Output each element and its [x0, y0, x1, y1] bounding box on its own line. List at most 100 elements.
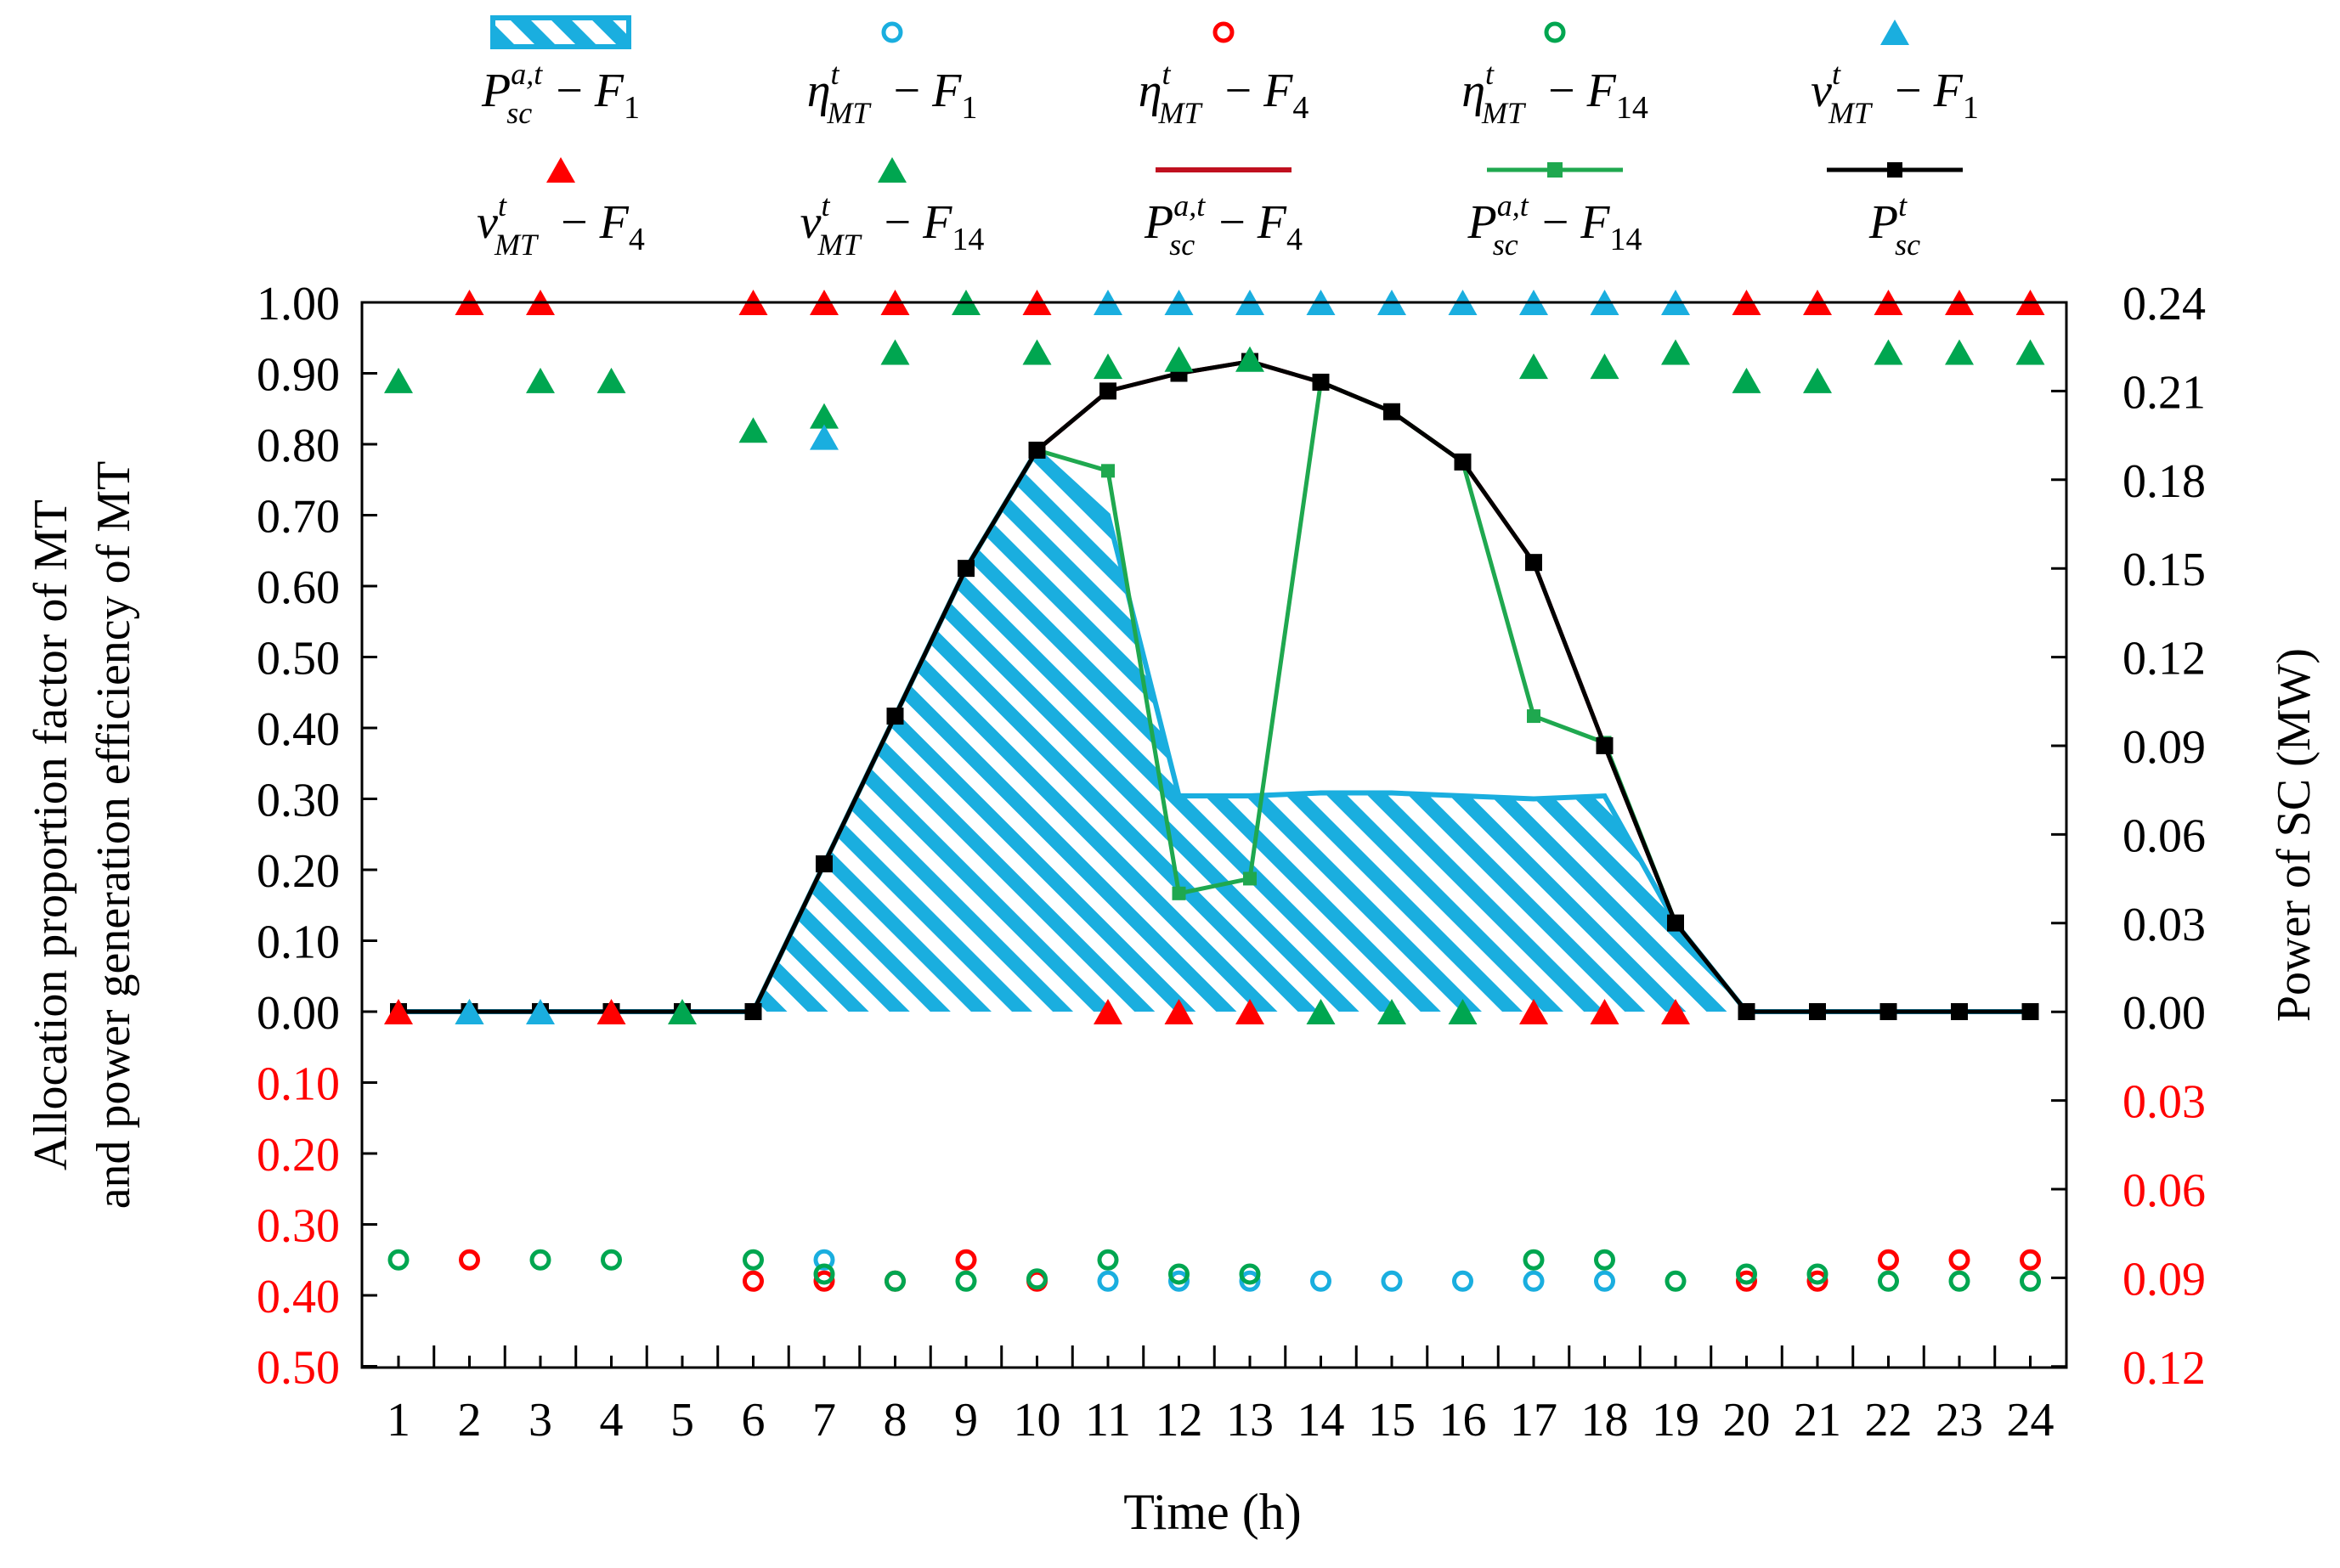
x-tick-label: 7 — [812, 1394, 836, 1447]
y-tick-label-right: 0.00 — [2122, 987, 2206, 1040]
marker-eta-f1 — [1594, 1270, 1615, 1292]
marker-eta-f14 — [529, 1249, 551, 1271]
marker-eta-f14 — [1736, 1263, 1757, 1285]
marker-v-f14 — [880, 339, 910, 365]
y-tick-label-left: 0.40 — [257, 703, 340, 756]
marker-v-f14 — [1590, 353, 1619, 380]
legend-label: ηt MT − F4 — [1139, 57, 1309, 130]
x-tick-label: 6 — [742, 1394, 766, 1447]
point-psc-f14 — [1172, 886, 1186, 900]
y-tick-label-left: 0.10 — [257, 1058, 340, 1111]
marker-v-f14 — [384, 367, 413, 393]
legend-label: vt MT − F14 — [800, 189, 985, 262]
point-psc-total — [1738, 1003, 1755, 1020]
legend-label: Pa,t sc − F14 — [1467, 189, 1642, 262]
marker-v-f14 — [1306, 999, 1336, 1024]
x-tick-label: 2 — [458, 1394, 482, 1447]
legend-item-psc_total: Pt sc — [1827, 162, 1963, 262]
marker-v-f4 — [1661, 999, 1690, 1024]
legend-item-v_f14: vt MT − F14 — [800, 157, 985, 262]
marker-v-f14 — [1874, 339, 1903, 365]
point-psc-f14 — [1527, 709, 1540, 724]
marker-v-f14 — [526, 367, 555, 393]
x-tick-label: 18 — [1581, 1394, 1629, 1447]
legend-item-eta_f4: ηt MT − F4 — [1139, 21, 1309, 130]
y-tick-label-right: 0.24 — [2122, 278, 2206, 330]
legend-swatch — [490, 15, 631, 49]
marker-v-f1 — [526, 999, 555, 1024]
point-psc-total — [1951, 1003, 1968, 1020]
marker-v-f14 — [2015, 339, 2045, 365]
marker-eta-f4 — [813, 1270, 835, 1292]
legend-label: ηt MT − F14 — [1461, 57, 1648, 130]
marker-v-f4 — [596, 999, 626, 1024]
legend-swatch — [546, 157, 575, 183]
y-tick-label-right: 0.09 — [2122, 721, 2206, 774]
marker-v-f14 — [1377, 999, 1406, 1024]
marker-v-f14 — [1022, 339, 1052, 365]
x-tick-label: 23 — [1936, 1394, 1983, 1447]
y-tick-label-left: 0.90 — [257, 349, 340, 402]
plot-area — [384, 290, 2045, 1292]
x-tick-label: 5 — [670, 1394, 694, 1447]
marker-eta-f4 — [1736, 1270, 1757, 1292]
x-axis-title: Time (h) — [1123, 1484, 1301, 1540]
marker-v-f4 — [384, 999, 413, 1024]
area-psc-f1 — [398, 449, 2031, 1012]
y-tick-label-right: 0.06 — [2122, 809, 2206, 862]
x-tick-label: 21 — [1794, 1394, 1841, 1447]
point-psc-total — [958, 560, 975, 578]
y-tick-label-right: 0.03 — [2122, 1076, 2206, 1129]
y-tick-label-right: 0.09 — [2122, 1253, 2206, 1306]
marker-eta-f1 — [813, 1249, 835, 1271]
point-psc-f14 — [1243, 871, 1257, 886]
point-psc-total — [816, 855, 833, 873]
point-psc-total — [2021, 1003, 2039, 1020]
legend: Pa,t sc − F1 ηt MT − F1 ηt MT − F4 ηt MT − F14 v… — [477, 15, 1979, 262]
point-psc-total — [1454, 453, 1472, 471]
marker-v-f4 — [1094, 999, 1122, 1024]
marker-v-f4 — [1519, 999, 1548, 1024]
marker-eta-f14 — [2020, 1270, 2041, 1292]
y-tick-label-right: 0.18 — [2122, 455, 2206, 508]
x-tick-label: 4 — [600, 1394, 624, 1447]
marker-v-f14 — [1945, 339, 1974, 365]
x-tick-label: 12 — [1156, 1394, 1203, 1447]
legend-swatch-square — [1547, 162, 1563, 178]
y-tick-label-left: 0.00 — [257, 987, 340, 1040]
y-tick-label-left: 1.00 — [257, 278, 340, 330]
legend-swatch — [881, 21, 903, 43]
y-tick-label-left: 0.50 — [257, 633, 340, 685]
marker-eta-f14 — [955, 1270, 977, 1292]
y-tick-label-right: 0.12 — [2122, 1342, 2206, 1395]
marker-eta-f14 — [1878, 1270, 1899, 1292]
marker-eta-f1 — [1239, 1270, 1261, 1292]
marker-v-f14 — [1661, 339, 1690, 365]
x-tick-label: 13 — [1226, 1394, 1274, 1447]
y-tick-label-left: 0.20 — [257, 845, 340, 898]
x-tick-label: 8 — [884, 1394, 907, 1447]
marker-eta-f4 — [1948, 1249, 1970, 1271]
marker-v-f14 — [1448, 999, 1478, 1024]
point-psc-total — [1809, 1003, 1826, 1020]
point-psc-total — [1383, 403, 1400, 420]
legend-label: ηt MT − F1 — [807, 57, 978, 130]
marker-v-f1 — [810, 424, 839, 450]
legend-item-psc_f4: Pa,t sc − F4 — [1144, 167, 1303, 262]
x-tick-label: 11 — [1085, 1394, 1131, 1447]
y-tick-label-left: 0.80 — [257, 420, 340, 472]
marker-eta-f14 — [885, 1270, 906, 1292]
marker-eta-f1 — [1452, 1270, 1473, 1292]
marker-v-f4 — [1164, 999, 1194, 1024]
legend-label: Pa,t sc − F4 — [1144, 189, 1303, 262]
marker-eta-f4 — [1806, 1270, 1828, 1292]
point-psc-total — [1099, 382, 1116, 400]
y-tick-label-right: 0.21 — [2122, 366, 2206, 419]
legend-swatch — [1544, 21, 1566, 43]
marker-eta-f14 — [1168, 1263, 1190, 1285]
marker-eta-f4 — [459, 1249, 480, 1271]
legend-swatch — [878, 157, 907, 183]
point-psc-total — [1525, 554, 1542, 572]
x-tick-label: 17 — [1510, 1394, 1557, 1447]
x-tick-label: 1 — [387, 1394, 410, 1447]
